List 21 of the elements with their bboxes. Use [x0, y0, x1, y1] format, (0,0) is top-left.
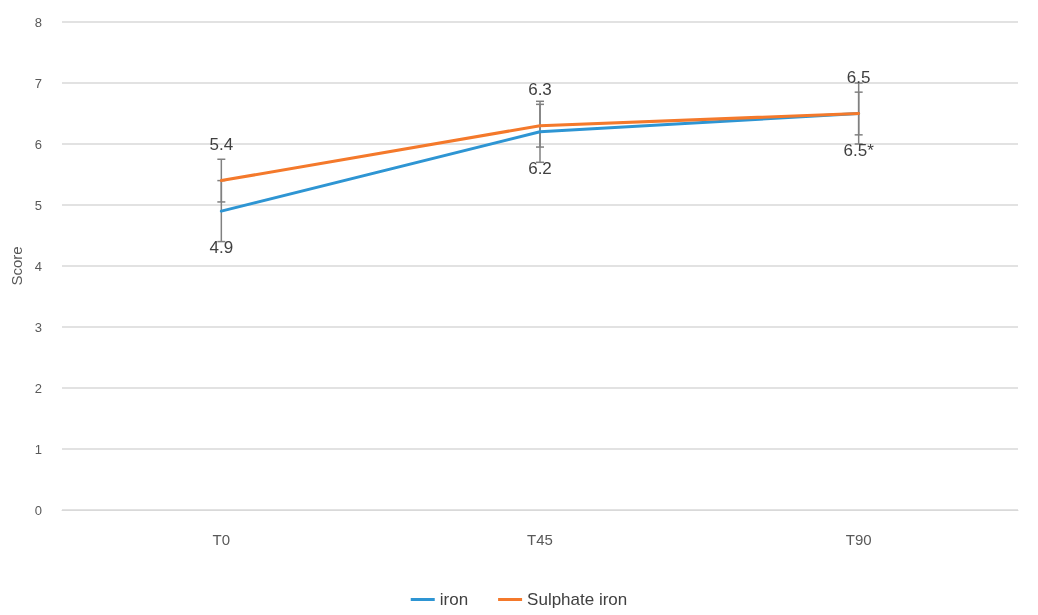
- data-label: 5.4: [209, 134, 234, 154]
- y-tick-label: 1: [34, 441, 42, 457]
- x-tick-label: T0: [212, 531, 231, 548]
- y-tick-label: 3: [34, 319, 42, 335]
- data-label: 6.3: [528, 79, 552, 99]
- x-tick-label: T45: [527, 531, 553, 548]
- y-tick-label: 2: [34, 380, 42, 396]
- legend-label: iron: [439, 590, 469, 609]
- data-label: 6.5: [846, 67, 871, 87]
- data-label: 4.9: [209, 238, 234, 258]
- y-tick-label: 8: [34, 14, 42, 30]
- y-tick-label: 7: [34, 75, 42, 91]
- data-label: 6.2: [528, 158, 552, 178]
- y-tick-label: 5: [34, 197, 42, 213]
- y-tick-label: 6: [34, 136, 42, 152]
- data-label: 6.5*: [843, 140, 875, 160]
- legend-label: Sulphate iron: [527, 590, 628, 609]
- x-tick-label: T90: [845, 531, 872, 548]
- y-tick-label: 0: [34, 502, 42, 518]
- y-axis-title: Score: [7, 246, 25, 286]
- y-tick-label: 4: [34, 258, 42, 274]
